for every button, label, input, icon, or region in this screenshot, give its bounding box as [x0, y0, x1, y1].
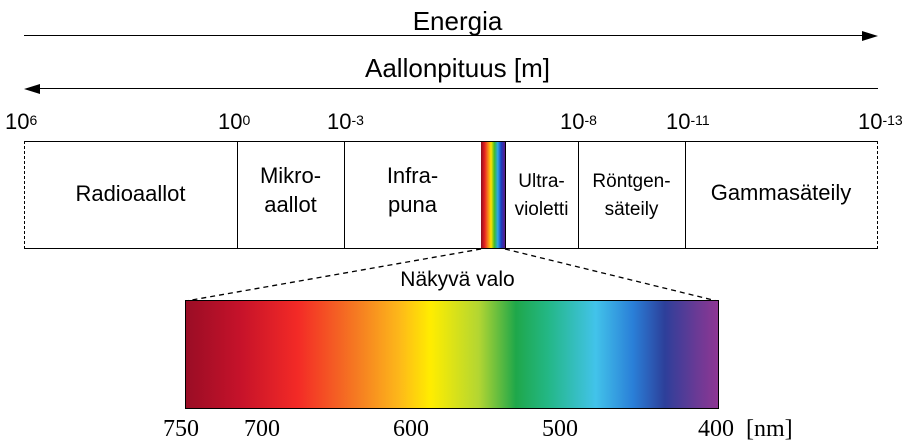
- band-radio: Radioaallot: [75, 181, 186, 206]
- wavelength-arrow-head-icon: [24, 84, 40, 94]
- visible-spectrum-bar: [185, 300, 719, 409]
- nm-tick-label: 700: [244, 416, 280, 442]
- band-divider: [578, 141, 579, 249]
- band-divider: [685, 141, 686, 249]
- band-divider: [505, 141, 506, 249]
- band-microwave: Mikro-aallot: [259, 163, 322, 217]
- band-divider: [344, 141, 345, 249]
- scale-tick-label: 106: [5, 109, 38, 134]
- energy-arrow-head-icon: [862, 31, 878, 41]
- nm-tick-label: 600: [393, 416, 429, 442]
- nm-unit-label: [nm]: [746, 416, 793, 442]
- scale-tick-label: 10-8: [560, 109, 597, 134]
- energy-arrow-line: [24, 35, 864, 36]
- scale-tick-label: 100: [218, 109, 251, 134]
- band-xray: Röntgen-säteily: [592, 171, 671, 220]
- spectrum-band-box: [24, 141, 878, 249]
- wavelength-label: Aallonpituus [m]: [365, 53, 550, 83]
- wavelength-arrow-line: [40, 88, 878, 89]
- band-infrared: Infra-puna: [386, 163, 439, 217]
- nm-tick-label: 500: [542, 416, 578, 442]
- band-divider: [237, 141, 238, 249]
- nm-tick-label: 750: [163, 416, 199, 442]
- band-gamma: Gammasäteily: [710, 180, 852, 205]
- band-ultraviolet: Ultra-violetti: [514, 171, 569, 220]
- energy-label: Energia: [412, 6, 503, 36]
- visible-light-label: Näkyvä valo: [400, 268, 515, 291]
- scale-tick-label: 10-13: [858, 109, 903, 134]
- band-box-right-edge: [877, 141, 878, 249]
- scale-tick-label: 10-3: [327, 109, 364, 134]
- scale-tick-label: 10-11: [666, 109, 710, 134]
- visible-light-strip: [481, 142, 505, 248]
- nm-tick-label: 400: [698, 416, 734, 442]
- band-box-left-edge: [24, 141, 25, 249]
